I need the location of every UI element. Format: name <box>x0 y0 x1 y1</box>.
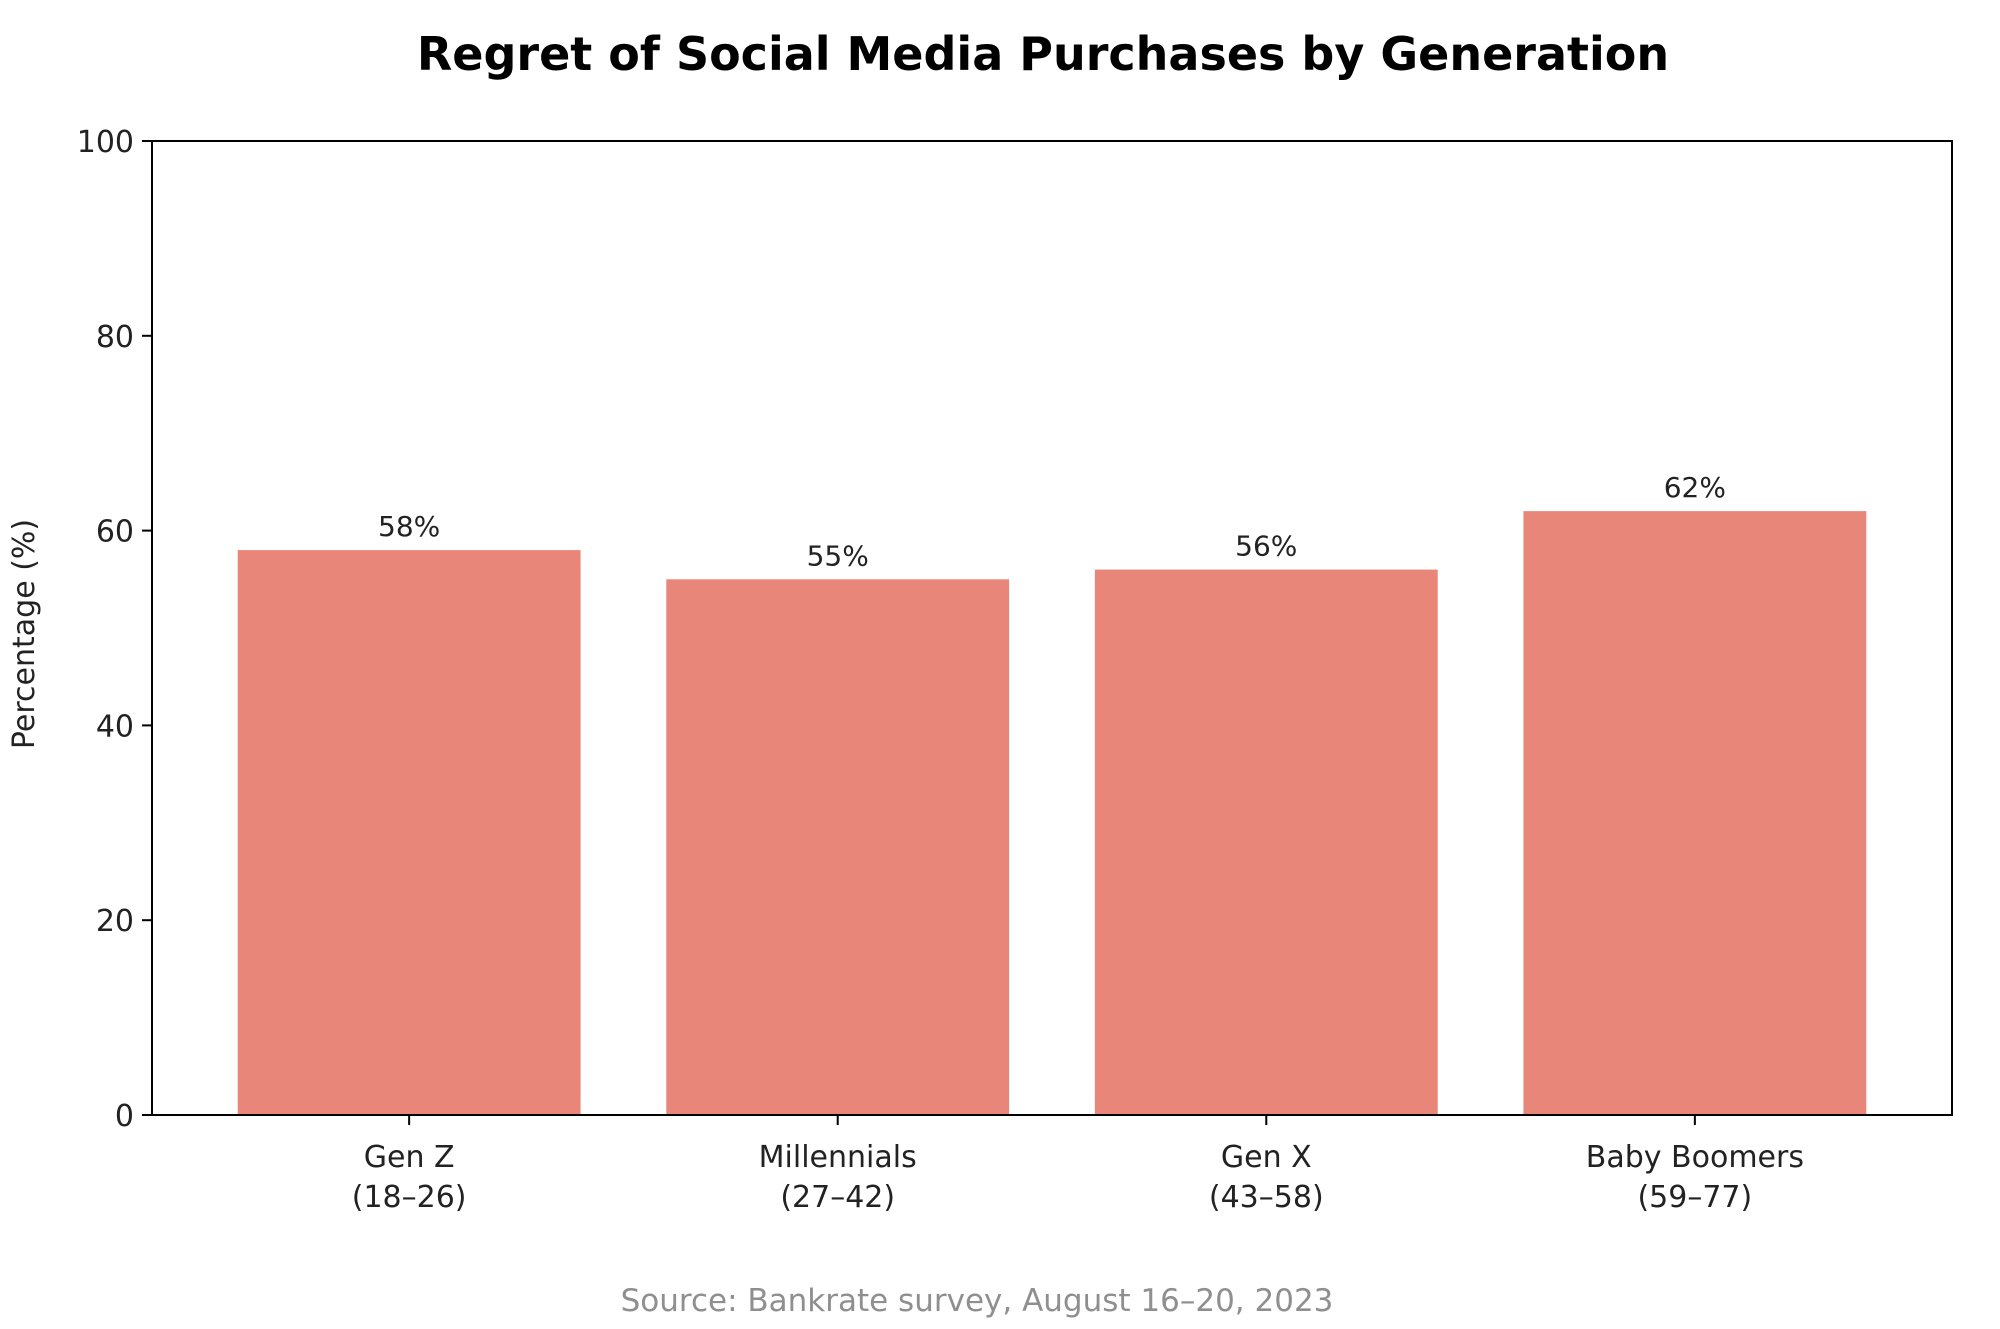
bar-value-label: 56% <box>1235 530 1297 563</box>
axes-frame <box>151 140 1953 1116</box>
x-tick-label: Gen Z (18–26) <box>352 1140 467 1215</box>
bar-value-label: 62% <box>1664 471 1726 504</box>
y-tick-label: 100 <box>77 125 134 160</box>
plot-area: 58% 55% 56% 62% 0 20 40 60 80 100 Gen Z (18–26) Mill… <box>77 125 1953 1215</box>
bar <box>1523 511 1867 1115</box>
y-tick-label: 40 <box>96 709 134 744</box>
bar-value-label: 58% <box>378 510 440 543</box>
x-tick-label: Gen X (43–58) <box>1209 1140 1324 1215</box>
y-tick-label: 60 <box>96 515 134 550</box>
bar <box>666 579 1010 1115</box>
x-tick-label: Millennials (27–42) <box>759 1140 917 1215</box>
bar-value-label: 55% <box>807 539 869 572</box>
bar <box>1094 569 1438 1115</box>
y-tick-label: 20 <box>96 904 134 939</box>
chart-title: Regret of Social Media Purchases by Gene… <box>417 27 1669 81</box>
x-tick-label: Baby Boomers (59–77) <box>1586 1140 1804 1215</box>
bar <box>237 550 581 1115</box>
y-tick-label: 0 <box>115 1099 134 1134</box>
y-axis-label: Percentage (%) <box>7 519 42 749</box>
y-tick-label: 80 <box>96 320 134 355</box>
source-note: Source: Bankrate survey, August 16–20, 2… <box>621 1283 1334 1319</box>
